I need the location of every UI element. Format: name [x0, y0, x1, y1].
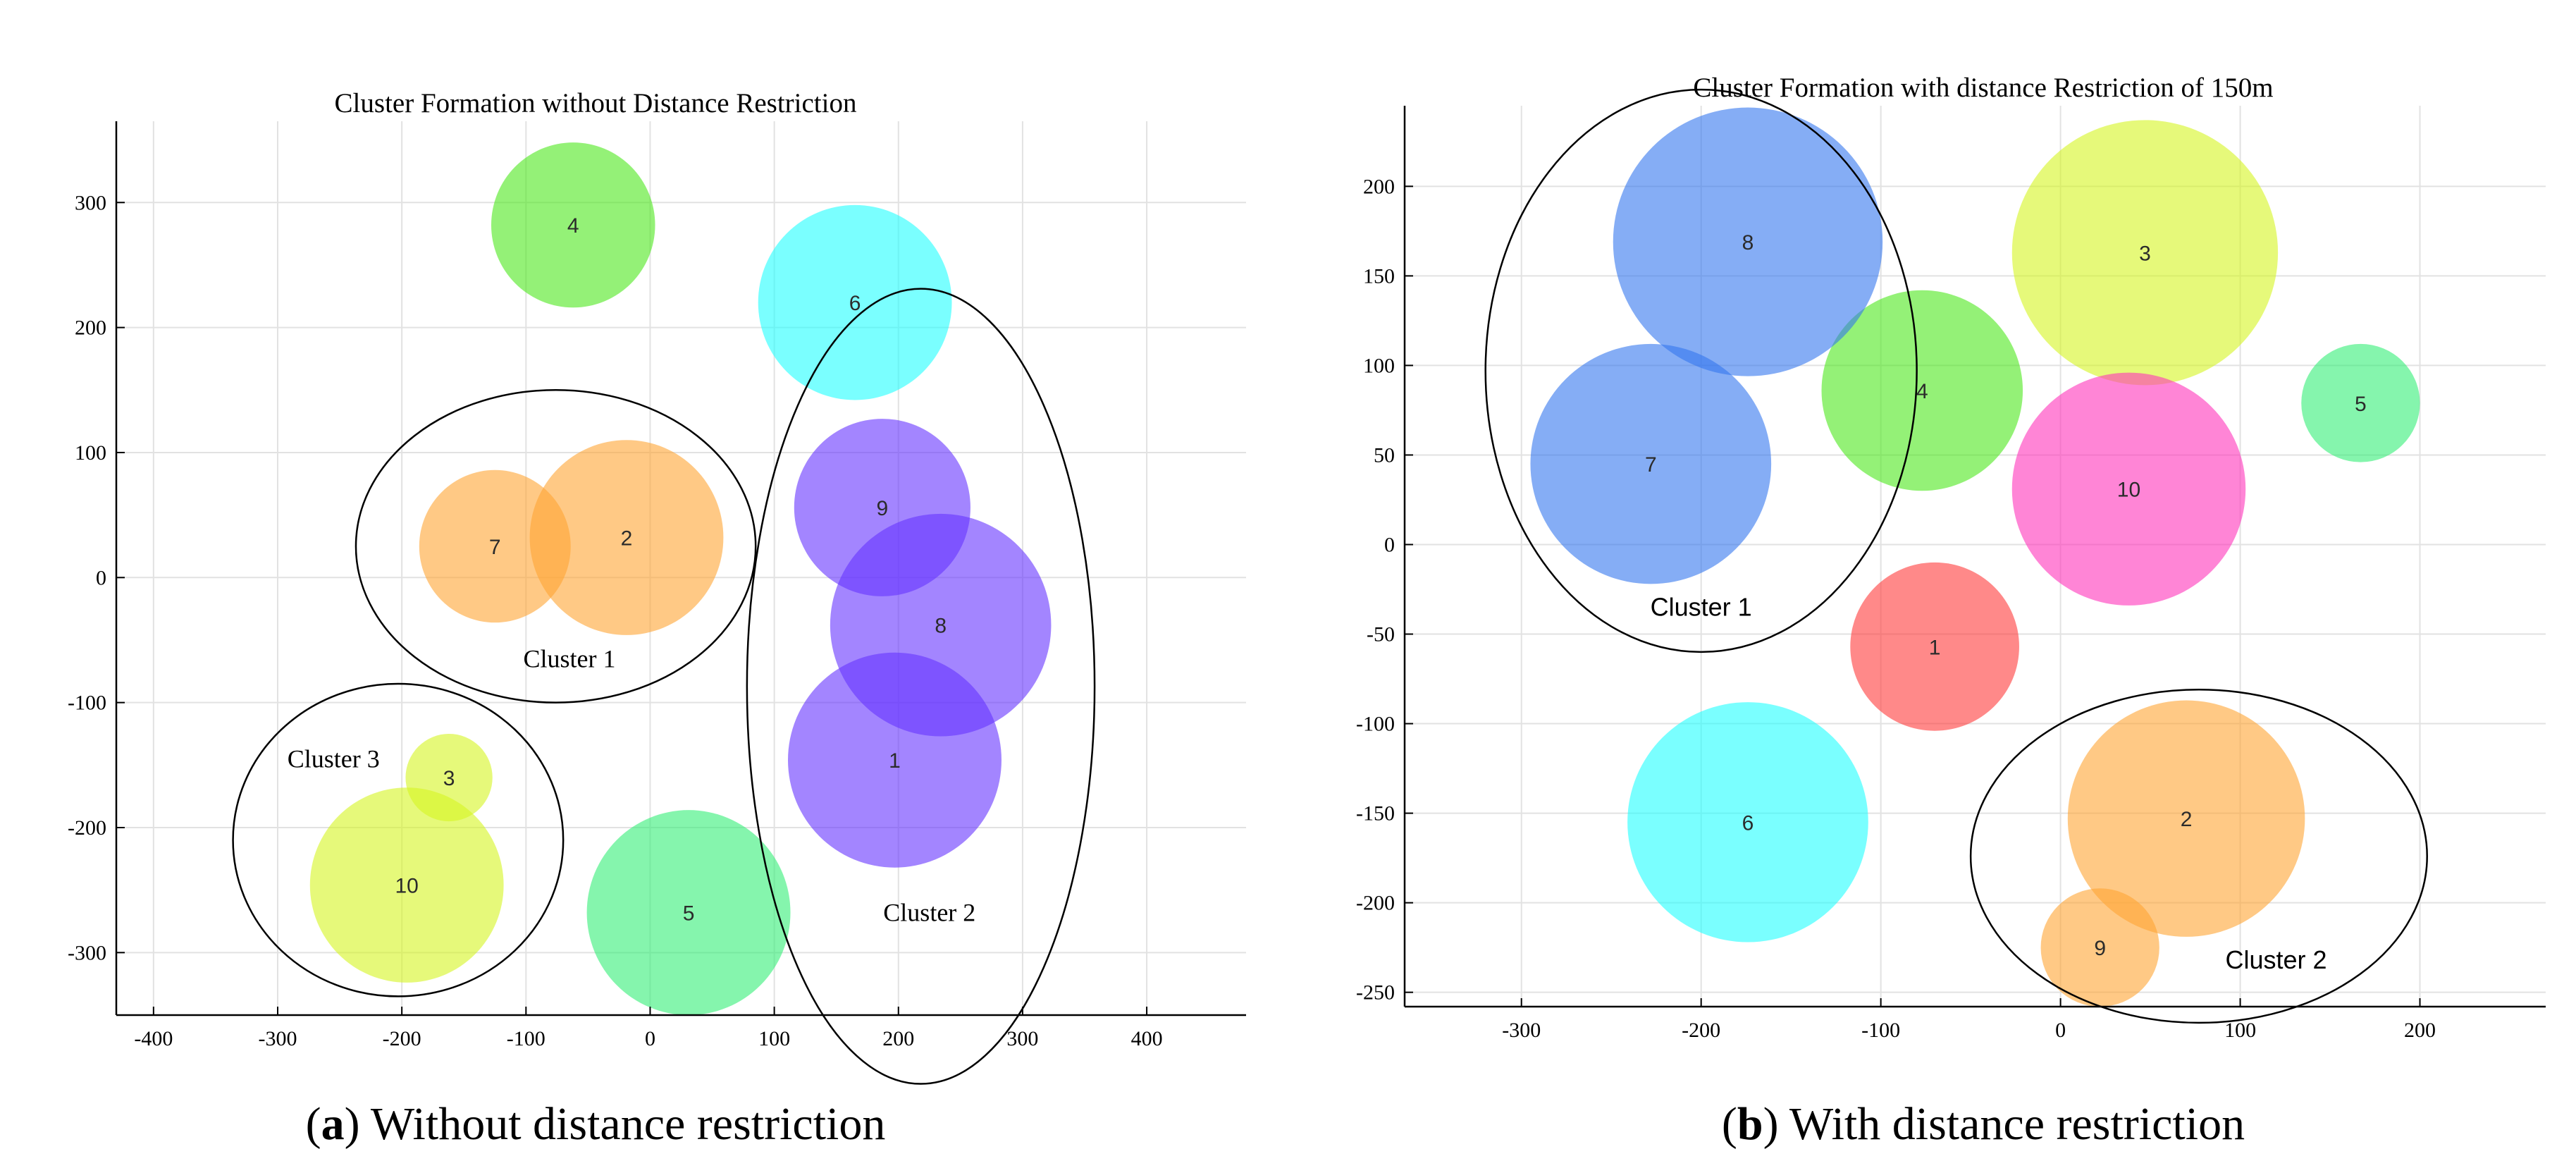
panel-b-title: Cluster Formation with distance Restrict…	[1693, 73, 2273, 103]
panel-b-node-label-6: 6	[1742, 811, 1754, 835]
panel-b-x-tick-label: -200	[1682, 1019, 1720, 1042]
panel-a-caption-letter: a	[321, 1098, 345, 1150]
panel-b-y-tick-label: -200	[1356, 892, 1395, 915]
panel-a-caption-text: Without distance restriction	[371, 1098, 885, 1150]
panel-a-node-label-10: 10	[395, 875, 419, 898]
panel-b-cluster-outline-1	[1484, 88, 1918, 653]
panel-a-x-tick-label: 200	[882, 1027, 914, 1050]
panel-a-node-label-7: 7	[489, 536, 501, 559]
panel-b-y-tick-label: -150	[1356, 802, 1395, 825]
panel-a-title: Cluster Formation without Distance Restr…	[335, 88, 857, 118]
panel-a-x-tick-label: 300	[1006, 1027, 1038, 1050]
panel-a-axes: -400 -300 -200 -100 0 100 200 300 400-300-200-10…	[68, 121, 1246, 1050]
panel-b-node-label-8: 8	[1742, 231, 1754, 254]
panel-b-bubbles: 1 2 3 4 5 6 7 8 9 10	[1530, 107, 2420, 1007]
panel-a-y-tick-label: 300	[75, 191, 106, 214]
panel-b-node-label-2: 2	[2181, 808, 2193, 831]
panel-b-node-bubble-7	[1530, 343, 1772, 584]
panel-b-y-tick-label: -100	[1356, 713, 1395, 736]
panel-b-y-tick-label: 50	[1374, 443, 1395, 467]
panel-b-y-tick-label: 200	[1363, 175, 1395, 198]
panel-a-node-label-5: 5	[683, 902, 695, 926]
panel-a-node-bubble-9	[794, 419, 970, 596]
panel-b-node-bubble-4	[1821, 290, 2023, 491]
panel-b-node-label-7: 7	[1645, 453, 1657, 477]
panel-b-node-bubble-9	[2040, 888, 2159, 1007]
panel-a-x-tick-label: -200	[383, 1027, 421, 1050]
panel-b-node-bubble-5	[2301, 343, 2420, 462]
panel-b-x-tick-label: 100	[2224, 1019, 2256, 1042]
panel-a-node-label-9: 9	[877, 497, 889, 520]
panel-a-cluster-label-2: Cluster 2	[883, 899, 975, 927]
panel-a-node-label-4: 4	[567, 214, 579, 238]
panel-a-cluster-label-3: Cluster 3	[288, 744, 380, 773]
panel-b-y-tick-label: 0	[1384, 533, 1395, 556]
panel-b-axes: -300 -200 -100 0 100 200 -250 -200 -150 -100 -50 0 5…	[1356, 106, 2546, 1042]
panel-a-node-bubble-7	[419, 469, 571, 623]
panel-b-node-bubble-2	[2067, 700, 2305, 937]
panel-b-node-bubble-8	[1613, 107, 1883, 376]
panel-b-node-bubble-6	[1627, 702, 1868, 942]
panel-a-bubbles: 1 2 3 4 5 6 7 8 9 10	[309, 142, 1052, 1015]
panel-b-node-label-9: 9	[2094, 937, 2106, 960]
panel-a-node-bubble-6	[758, 204, 952, 400]
panel-b-y-tick-label: 100	[1363, 354, 1395, 377]
panel-b-node-label-3: 3	[2139, 242, 2151, 265]
panel-b-cluster-outline-2	[1969, 689, 2428, 1024]
panel-a-x-tick-label: -400	[134, 1027, 173, 1050]
panel-a-y-tick-label: -200	[68, 816, 106, 840]
panel-a-node-bubble-10	[309, 787, 504, 983]
panel-b-x-tick-label: 0	[2055, 1019, 2066, 1042]
panel-b-caption: (b) With distance restriction	[1722, 1098, 2245, 1150]
panel-b-cluster-label-2: Cluster 2	[2226, 945, 2327, 974]
panel-a-cluster-outline-1	[355, 389, 757, 704]
panel-a-x-tick-label: -300	[259, 1027, 297, 1050]
panel-b-x-tick-label: -300	[1502, 1019, 1541, 1042]
panel-b-node-label-4: 4	[1916, 380, 1928, 403]
panel-a-y-tick-label: -100	[68, 692, 106, 715]
panel-a-node-label-6: 6	[849, 292, 861, 315]
panel-b-node-label-1: 1	[1929, 636, 1941, 659]
panel-a-node-label-8: 8	[935, 615, 947, 638]
panel-b-caption-letter: b	[1737, 1098, 1763, 1150]
panel-a-cluster-outline-2	[746, 288, 1096, 1085]
panel-b-y-tick-label: 150	[1363, 264, 1395, 288]
panel-b-node-label-10: 10	[2117, 479, 2140, 502]
panel-b-y-tick-label: -250	[1356, 981, 1395, 1005]
panel-a-node-label-3: 3	[443, 767, 455, 790]
panel-a-node-bubble-5	[586, 810, 791, 1015]
panel-b-node-bubble-10	[2011, 372, 2246, 606]
panel-a-cluster-outline-3	[232, 682, 565, 997]
panel-a-y-tick-label: 0	[96, 566, 106, 589]
panel-a-caption: (a) Without distance restriction	[306, 1098, 886, 1150]
panel-a-node-label-2: 2	[621, 527, 633, 551]
panel-a-cluster-outlines: Cluster 1 Cluster 2 Cluster 3	[232, 288, 1096, 1085]
panel-a-y-tick-label: -300	[68, 941, 106, 964]
panel-a-x-tick-label: 400	[1131, 1027, 1163, 1050]
panel-b-node-bubble-1	[1850, 562, 2019, 731]
panel-b-cluster-outlines: Cluster 1 Cluster 2	[1484, 88, 2428, 1024]
panel-b-x-tick-label: -100	[1861, 1019, 1900, 1042]
panel-a-node-label-1: 1	[889, 749, 901, 773]
panel-a-x-tick-label: 100	[758, 1027, 790, 1050]
panel-a-y-tick-label: 200	[75, 317, 106, 340]
panel-b-x-tick-label: 200	[2404, 1019, 2436, 1042]
panel-b-node-label-5: 5	[2355, 393, 2367, 416]
panel-a-cluster-label-1: Cluster 1	[523, 645, 615, 673]
panel-b-cluster-label-1: Cluster 1	[1651, 592, 1752, 621]
panel-b-node-bubble-3	[2011, 120, 2279, 386]
panel-a-x-tick-label: 0	[645, 1027, 655, 1050]
panel-a-node-bubble-2	[529, 440, 724, 635]
panel-a-y-tick-label: 100	[75, 441, 106, 465]
panel-b-y-tick-label: -50	[1367, 623, 1395, 646]
panel-a-x-tick-label: -100	[507, 1027, 546, 1050]
panel-b-caption-text: With distance restriction	[1789, 1098, 2245, 1150]
panel-a-node-bubble-4	[491, 142, 655, 308]
